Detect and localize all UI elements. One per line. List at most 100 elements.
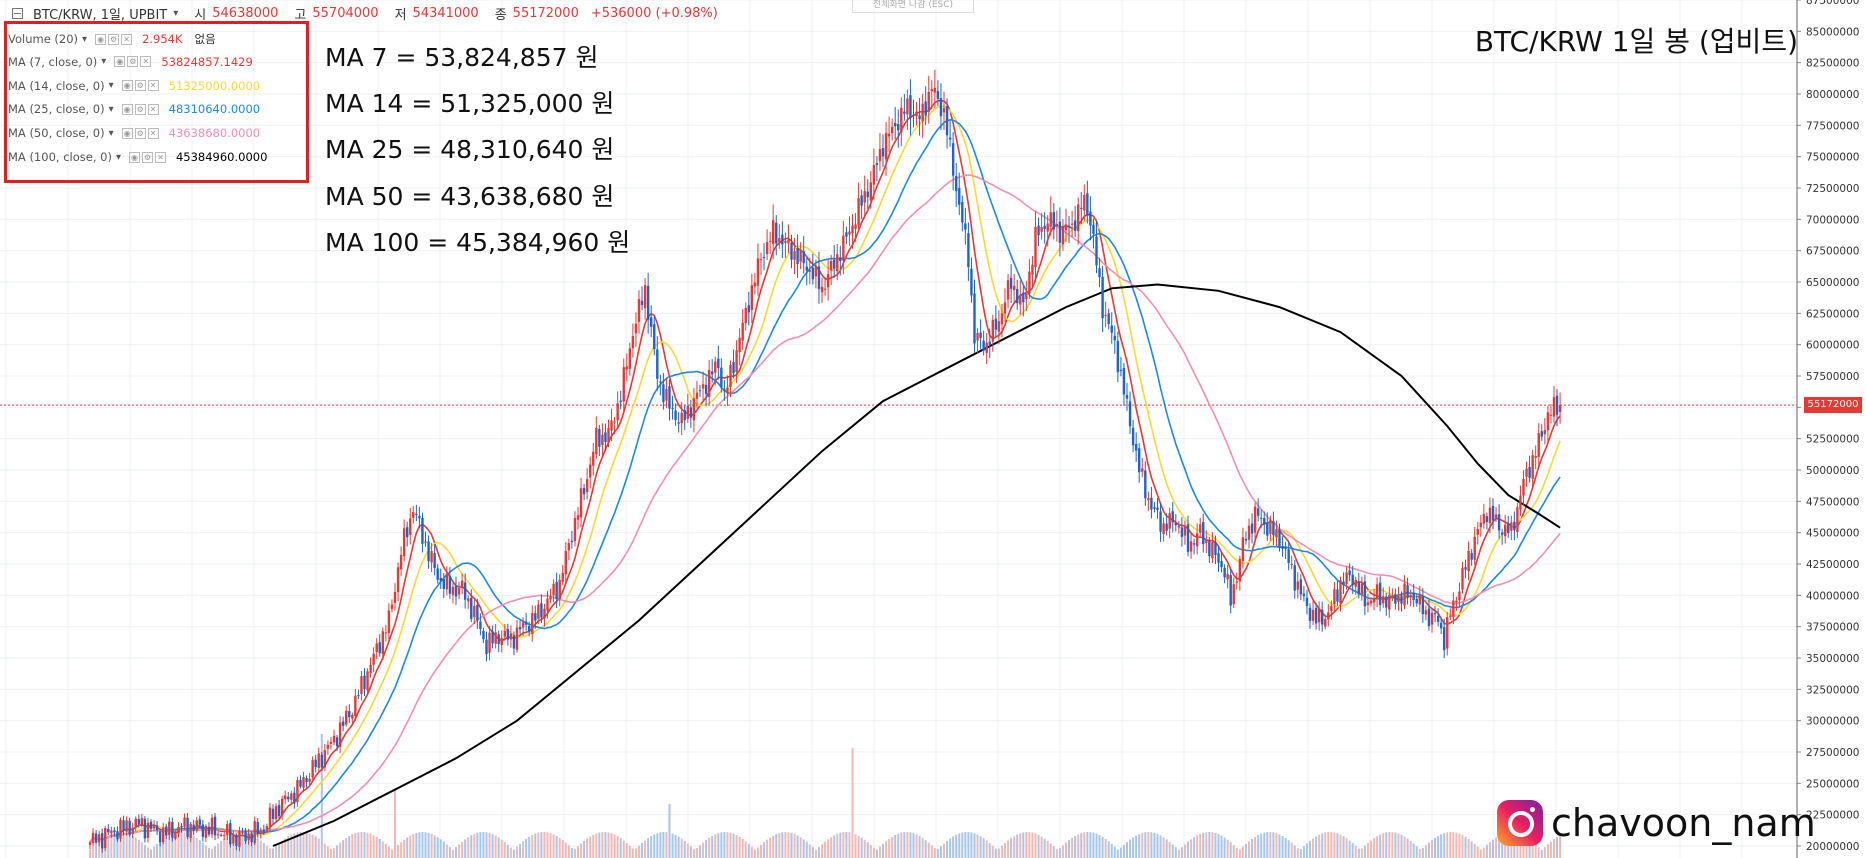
candle-body — [1427, 608, 1431, 627]
candle-body — [1485, 516, 1489, 523]
exit-fullscreen-hint[interactable]: 전체화면 나감 (ESC) — [852, 0, 974, 13]
close-icon[interactable]: ✕ — [140, 56, 152, 68]
close-icon[interactable]: ✕ — [147, 127, 159, 139]
volume-bar — [1498, 835, 1501, 858]
candle-body — [1409, 594, 1412, 598]
close-icon[interactable]: ✕ — [147, 103, 159, 115]
chevron-down-icon[interactable]: ▾ — [108, 80, 114, 92]
volume-bar — [412, 834, 415, 858]
legend-row[interactable]: MA (100, close, 0) ▾ ◉ ⚙ ✕ 45384960.0000 — [8, 150, 267, 164]
legend-label[interactable]: MA (14, close, 0) — [8, 78, 105, 93]
legend-value: 48310640.0000 — [168, 102, 261, 117]
candle-body — [259, 830, 262, 834]
volume-bar — [1458, 833, 1461, 858]
legend-label[interactable]: MA (25, close, 0) — [8, 102, 105, 117]
volume-bar — [534, 833, 537, 858]
eye-icon[interactable]: ◉ — [121, 127, 133, 139]
candle-body — [1131, 427, 1135, 446]
close-icon[interactable]: ✕ — [154, 151, 166, 163]
volume-bar — [1260, 833, 1263, 858]
gear-icon[interactable]: ⚙ — [108, 33, 120, 45]
candle-body — [235, 835, 238, 846]
volume-bar — [1330, 832, 1333, 858]
open-label: 시 — [194, 8, 207, 23]
candle-body — [738, 337, 741, 353]
legend-label[interactable]: MA (7, close, 0) — [8, 54, 98, 69]
collapse-icon[interactable] — [12, 8, 23, 19]
volume-bar — [1208, 832, 1211, 858]
tick-label: 80000000 — [1806, 89, 1859, 101]
chevron-down-icon[interactable]: ▾ — [101, 56, 107, 68]
volume-bar — [436, 837, 439, 858]
eye-icon[interactable]: ◉ — [128, 151, 140, 163]
eye-icon[interactable]: ◉ — [121, 80, 133, 92]
candle-body — [1357, 581, 1360, 595]
candle-body — [1470, 552, 1473, 560]
tick-label: 32500000 — [1806, 684, 1859, 696]
volume-bar — [1080, 833, 1083, 858]
close-icon[interactable]: ✕ — [121, 33, 133, 45]
gear-icon[interactable]: ⚙ — [134, 80, 146, 92]
legend-label[interactable]: Volume (20) — [8, 32, 79, 46]
candle-body — [107, 828, 110, 833]
volume-bar — [1525, 837, 1528, 858]
legend-row[interactable]: Volume (20) ▾ ◉ ⚙ ✕ 2.954K 없음 — [8, 31, 216, 47]
eye-icon[interactable]: ◉ — [121, 103, 133, 115]
candle-body — [900, 107, 903, 133]
volume-bar — [1449, 832, 1452, 858]
volume-bar — [988, 843, 991, 858]
chevron-down-icon[interactable]: ▾ — [82, 33, 88, 45]
candle-body — [1180, 527, 1184, 537]
candle-body — [967, 233, 970, 268]
candle-body — [1339, 580, 1342, 604]
candle-body — [1055, 223, 1059, 227]
candle-body — [1107, 313, 1110, 325]
close-icon[interactable]: ✕ — [147, 80, 159, 92]
candle-body — [116, 831, 119, 840]
candle-body — [1012, 285, 1016, 291]
volume-bar — [1464, 836, 1467, 858]
volume-bar — [875, 849, 878, 858]
gear-icon[interactable]: ⚙ — [127, 56, 139, 68]
volume-bar — [543, 832, 546, 858]
eye-icon[interactable]: ◉ — [95, 33, 107, 45]
chevron-down-icon[interactable]: ▾ — [173, 8, 179, 19]
volume-bar — [366, 832, 369, 858]
volume-bar — [641, 843, 644, 858]
candle-body — [162, 827, 165, 843]
candle-body — [1046, 223, 1049, 232]
volume-bar — [714, 834, 717, 858]
eye-icon[interactable]: ◉ — [114, 56, 126, 68]
chevron-down-icon[interactable]: ▾ — [108, 127, 114, 139]
candle-body — [1266, 522, 1269, 536]
chevron-down-icon[interactable]: ▾ — [115, 151, 121, 163]
chevron-down-icon[interactable]: ▾ — [108, 103, 114, 115]
volume-bar — [1370, 840, 1372, 858]
legend-label[interactable]: MA (50, close, 0) — [8, 126, 105, 141]
symbol-label[interactable]: BTC/KRW, 1일, UPBIT — [33, 8, 168, 23]
gear-icon[interactable]: ⚙ — [134, 103, 146, 115]
volume-bar — [1318, 834, 1321, 858]
volume-bar — [711, 835, 714, 858]
gear-icon[interactable]: ⚙ — [134, 127, 146, 139]
volume-bar — [1205, 832, 1208, 858]
volume-bar — [1074, 835, 1077, 858]
volume-bar — [287, 836, 290, 858]
candle-body — [247, 833, 250, 841]
candle-body — [390, 604, 394, 610]
candle-body — [143, 818, 147, 839]
candle-body — [945, 106, 949, 136]
legend-row[interactable]: MA (50, close, 0) ▾ ◉ ⚙ ✕ 43638680.0000 — [8, 126, 260, 140]
legend-row[interactable]: MA (7, close, 0) ▾ ◉ ⚙ ✕ 53824857.1429 — [8, 55, 253, 69]
candle-body — [1500, 532, 1504, 535]
gear-icon[interactable]: ⚙ — [141, 151, 153, 163]
candle-body — [335, 737, 339, 747]
legend-label[interactable]: MA (100, close, 0) — [8, 150, 112, 164]
legend-row[interactable]: MA (14, close, 0) ▾ ◉ ⚙ ✕ 51325000.0000 — [8, 79, 260, 93]
volume-bar — [1394, 832, 1397, 858]
candle-body — [1375, 584, 1379, 599]
legend-row[interactable]: MA (25, close, 0) ▾ ◉ ⚙ ✕ 48310640.0000 — [8, 102, 260, 116]
volume-bar — [976, 834, 979, 858]
candle-body — [1540, 431, 1543, 437]
